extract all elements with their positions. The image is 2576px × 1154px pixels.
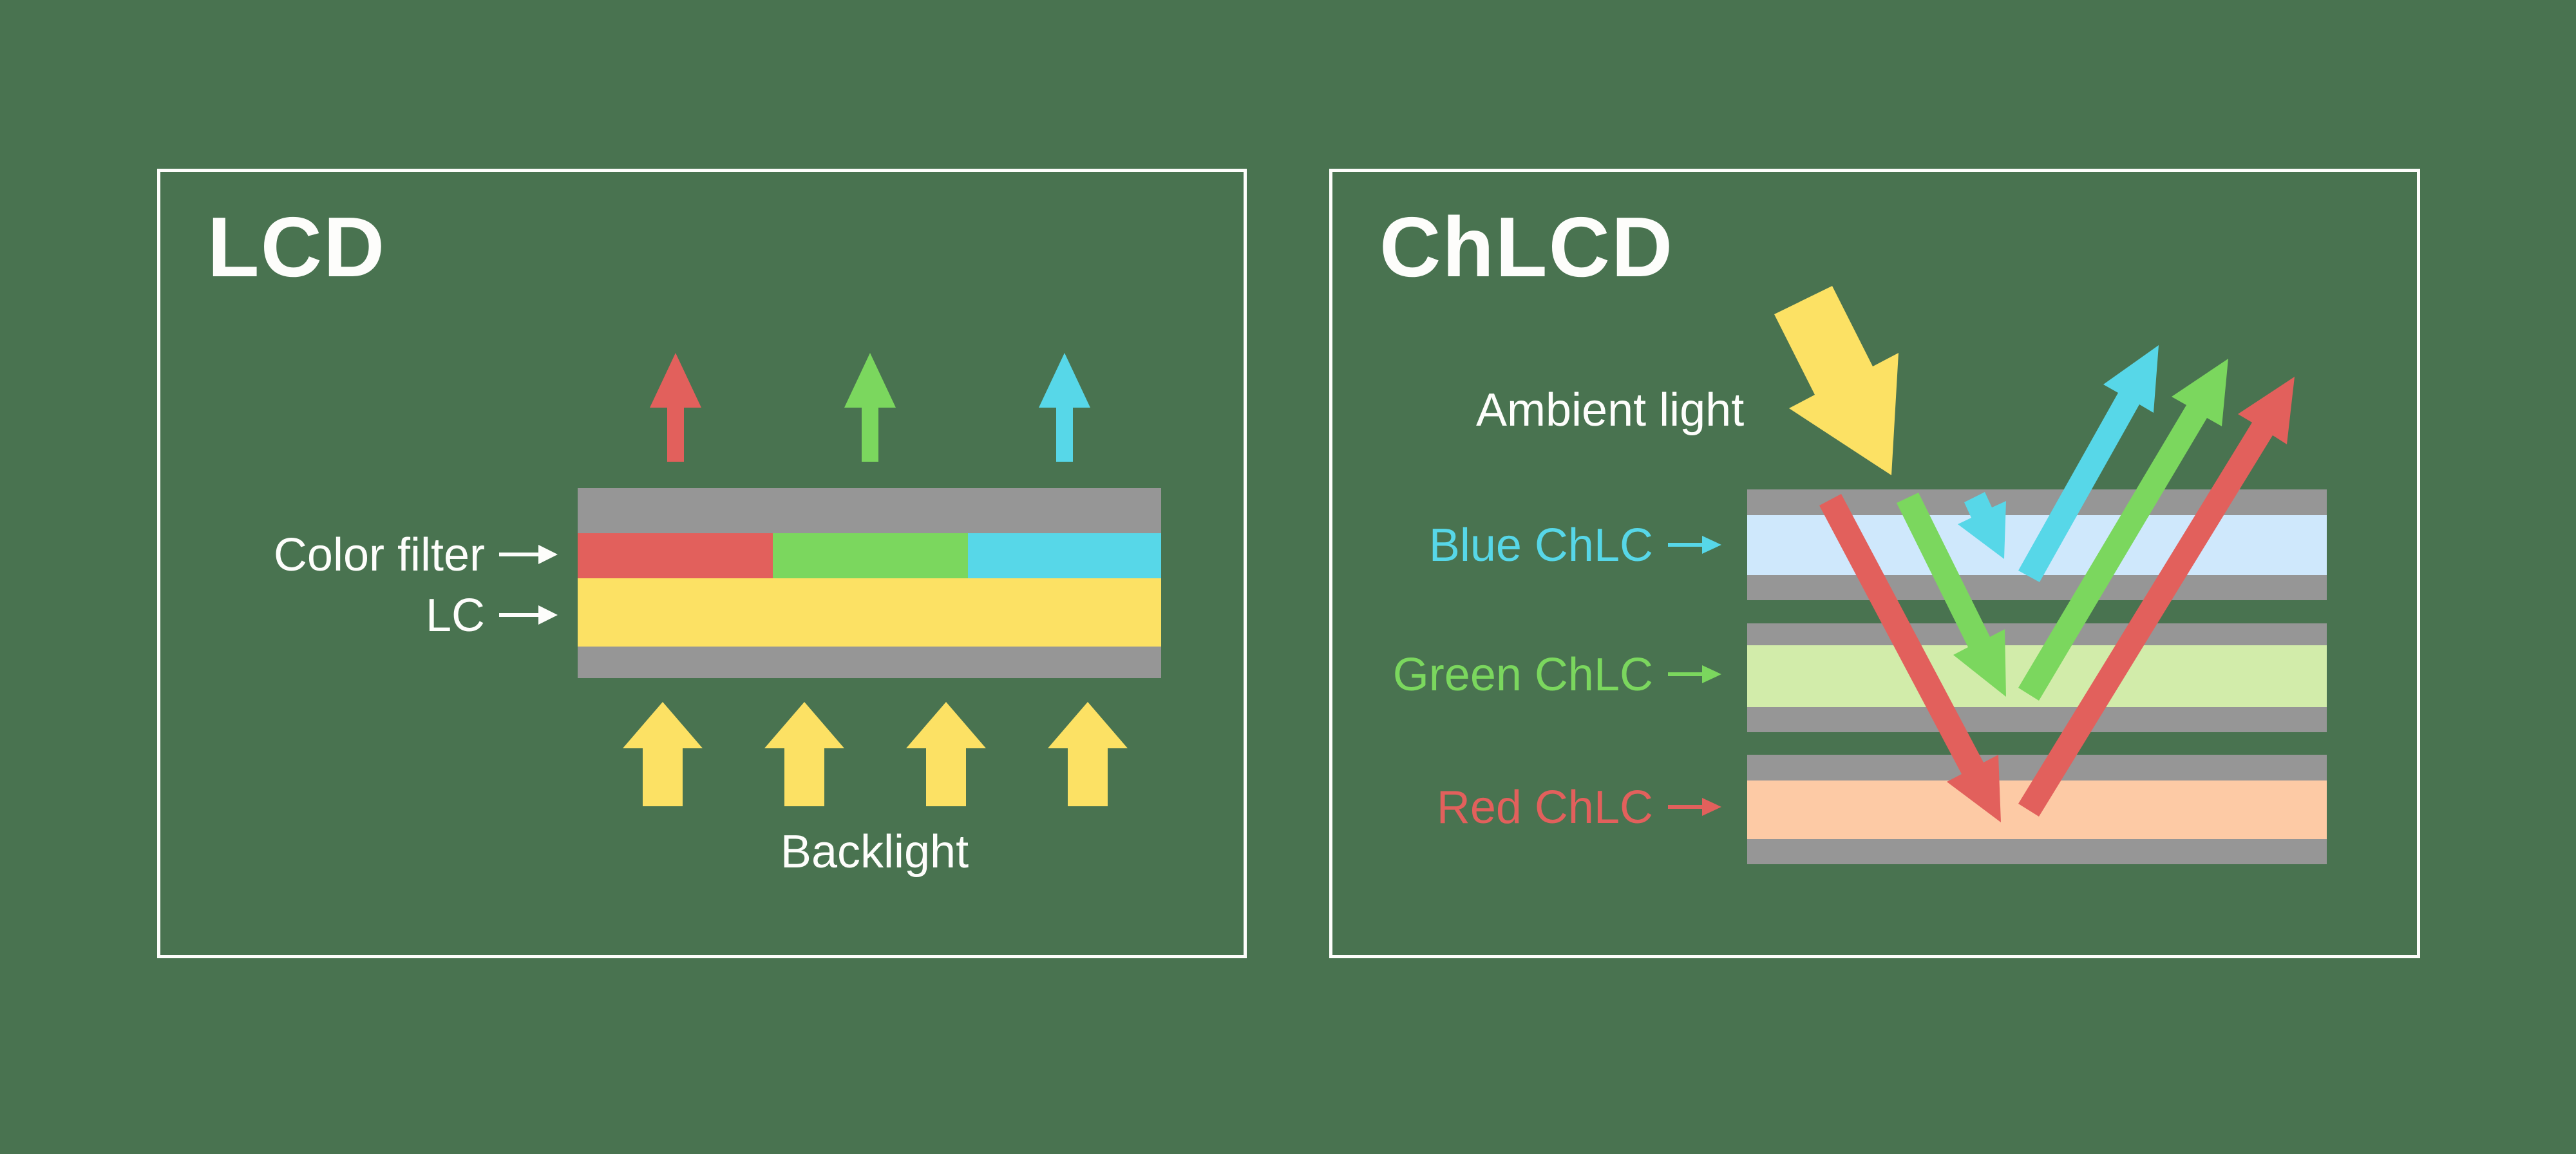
red-ray-up-icon	[2018, 377, 2295, 817]
red-chlc-label: Red ChLC	[1436, 782, 1653, 833]
color-filter-pointer-arrow-icon	[538, 545, 558, 564]
lcd-green-filter-segment	[773, 533, 968, 578]
backlight-label: Backlight	[780, 826, 969, 878]
lcd-panel-frame	[157, 169, 1247, 958]
green-ray-down-icon	[1897, 493, 2006, 697]
lcd-lc-layer	[578, 578, 1161, 647]
chlcd-panel-frame	[1329, 169, 2420, 958]
backlight-arrow-icon	[906, 702, 986, 806]
green-chlc-pointer-arrow-icon	[1702, 665, 1721, 683]
lcd-blue-filter-segment	[968, 533, 1161, 578]
green-chlc-label: Green ChLC	[1392, 649, 1653, 701]
backlight-arrow-icon	[764, 702, 844, 806]
cyan-light-up-arrow-icon	[1039, 353, 1090, 462]
red-chlc-pointer-arrow-icon	[1702, 798, 1721, 816]
lc-label: LC	[425, 590, 485, 641]
chlcd-panel-title: ChLCD	[1379, 200, 1674, 294]
lcd-glass-top-layer	[578, 488, 1161, 533]
backlight-arrow-icon	[1048, 702, 1128, 806]
lcd-panel-title: LCD	[207, 200, 386, 294]
green-chlc-glass-top	[1747, 623, 2327, 645]
lcd-glass-bottom-layer	[578, 647, 1161, 678]
blue-chlc-label: Blue ChLC	[1428, 520, 1653, 571]
lcd-red-filter-segment	[578, 533, 773, 578]
color-filter-label: Color filter	[273, 529, 485, 581]
green-light-up-arrow-icon	[844, 353, 896, 462]
backlight-arrow-icon	[623, 702, 703, 806]
green-chlc-glass-bottom	[1747, 707, 2327, 732]
red-light-up-arrow-icon	[650, 353, 701, 462]
green-ray-up-icon	[2018, 359, 2228, 701]
blue-chlc-pointer-arrow-icon	[1702, 536, 1721, 554]
ambient-light-arrow-icon	[1774, 286, 1899, 475]
cyan-ray-up-icon	[2018, 345, 2159, 582]
cyan-ray-down-icon	[1958, 492, 2006, 559]
red-chlc-glass-bottom	[1747, 839, 2327, 864]
red-ray-down-icon	[1819, 494, 2001, 822]
lc-pointer-arrow-icon	[538, 605, 558, 625]
ambient-light-label: Ambient light	[1476, 384, 1745, 436]
